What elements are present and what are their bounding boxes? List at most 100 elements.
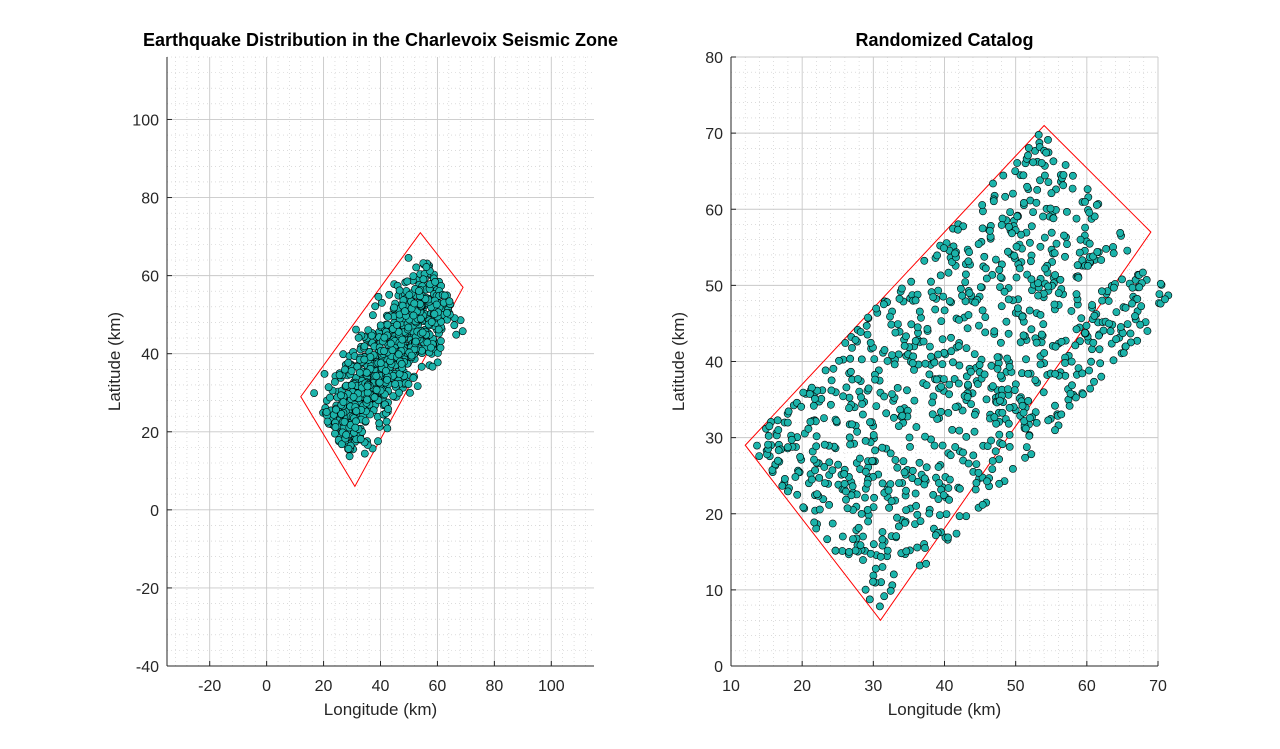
scatter-point <box>1057 337 1066 346</box>
scatter-point <box>859 556 867 564</box>
scatter-point <box>1098 287 1106 296</box>
scatter-point <box>345 452 354 461</box>
scatter-point <box>828 519 837 528</box>
scatter-point <box>389 392 398 400</box>
scatter-point <box>1003 354 1012 363</box>
scatter-point <box>330 378 339 386</box>
scatter-point <box>1006 208 1014 216</box>
scatter-point <box>377 298 386 307</box>
scatter-point <box>1031 376 1040 384</box>
scatter-point <box>996 396 1004 405</box>
scatter-point <box>825 500 833 509</box>
scatter-point <box>1004 247 1012 256</box>
scatter-point <box>774 426 783 434</box>
scatter-point <box>310 389 318 397</box>
scatter-point <box>849 535 857 543</box>
scatter-point <box>869 540 878 549</box>
scatter-point <box>959 448 967 457</box>
scatter-point <box>415 287 423 295</box>
scatter-point <box>911 336 920 345</box>
scatter-point <box>859 532 867 541</box>
scatter-point <box>419 275 428 284</box>
scatter-point <box>1025 431 1034 440</box>
scatter-point <box>880 592 889 601</box>
scatter-point <box>986 226 994 235</box>
scatter-point <box>919 337 928 346</box>
scatter-point <box>324 383 333 392</box>
scatter-point <box>1112 335 1120 344</box>
scatter-point <box>978 306 987 315</box>
scatter-point <box>998 440 1007 449</box>
scatter-point <box>1059 171 1068 179</box>
scatter-point <box>876 602 884 611</box>
scatter-point <box>1090 377 1098 386</box>
scatter-point <box>404 253 413 262</box>
scatter-point <box>841 339 850 347</box>
scatter-point <box>1123 246 1132 255</box>
scatter-point <box>928 410 937 419</box>
scatter-point <box>339 398 348 406</box>
scatter-point <box>829 364 838 373</box>
scatter-point <box>1024 396 1033 405</box>
scatter-point <box>944 484 953 492</box>
scatter-point <box>927 352 935 361</box>
scatter-point <box>961 278 970 286</box>
scatter-point <box>811 394 819 403</box>
scatter-point <box>978 500 987 509</box>
scatter-point <box>927 277 935 286</box>
scatter-point <box>921 359 930 368</box>
scatter-point <box>1057 410 1066 419</box>
scatter-point <box>907 277 916 286</box>
scatter-point <box>810 455 818 464</box>
scatter-point <box>1005 403 1014 412</box>
scatter-point <box>898 411 907 420</box>
scatter-point <box>1008 229 1016 238</box>
x-tick-label: 70 <box>1149 678 1167 695</box>
scatter-point <box>912 423 921 431</box>
scatter-point <box>1105 319 1113 328</box>
scatter-point <box>908 466 917 475</box>
scatter-point <box>821 479 829 487</box>
scatter-point <box>1121 342 1130 351</box>
scatter-point <box>375 378 384 387</box>
scatter-point <box>1001 192 1010 201</box>
scatter-point <box>871 446 879 455</box>
scatter-point <box>1014 304 1022 313</box>
scatter-point <box>858 400 866 408</box>
scatter-point <box>791 473 800 481</box>
scatter-point <box>845 393 854 402</box>
scatter-point <box>982 274 991 283</box>
scatter-point <box>880 392 889 401</box>
scatter-point <box>1086 384 1095 393</box>
scatter-point <box>427 343 435 352</box>
scatter-point <box>371 302 380 311</box>
scatter-points <box>310 253 467 461</box>
scatter-point <box>385 290 394 299</box>
scatter-point <box>862 321 871 330</box>
scatter-point <box>839 392 847 401</box>
scatter-point <box>805 390 814 398</box>
scatter-point <box>922 559 930 568</box>
scatter-point <box>851 335 860 344</box>
scatter-point <box>773 416 782 425</box>
scatter-point <box>356 435 365 443</box>
scatter-point <box>891 328 900 337</box>
scatter-point <box>322 408 331 416</box>
scatter-point <box>1061 371 1070 380</box>
scatter-point <box>1061 252 1069 261</box>
scatter-point <box>1051 426 1059 435</box>
scatter-point <box>865 595 874 604</box>
scatter-point <box>1092 201 1101 209</box>
scatter-point <box>416 314 425 323</box>
scatter-point <box>853 427 861 436</box>
scatter-point <box>905 433 914 442</box>
scatter-point <box>955 361 964 370</box>
scatter-point <box>361 417 370 425</box>
scatter-point <box>410 299 419 308</box>
scatter-point <box>938 360 947 369</box>
scatter-point <box>1085 208 1094 217</box>
scatter-point <box>1063 240 1071 248</box>
scatter-point <box>380 333 389 342</box>
scatter-point <box>866 549 875 558</box>
scatter-point <box>398 335 407 344</box>
